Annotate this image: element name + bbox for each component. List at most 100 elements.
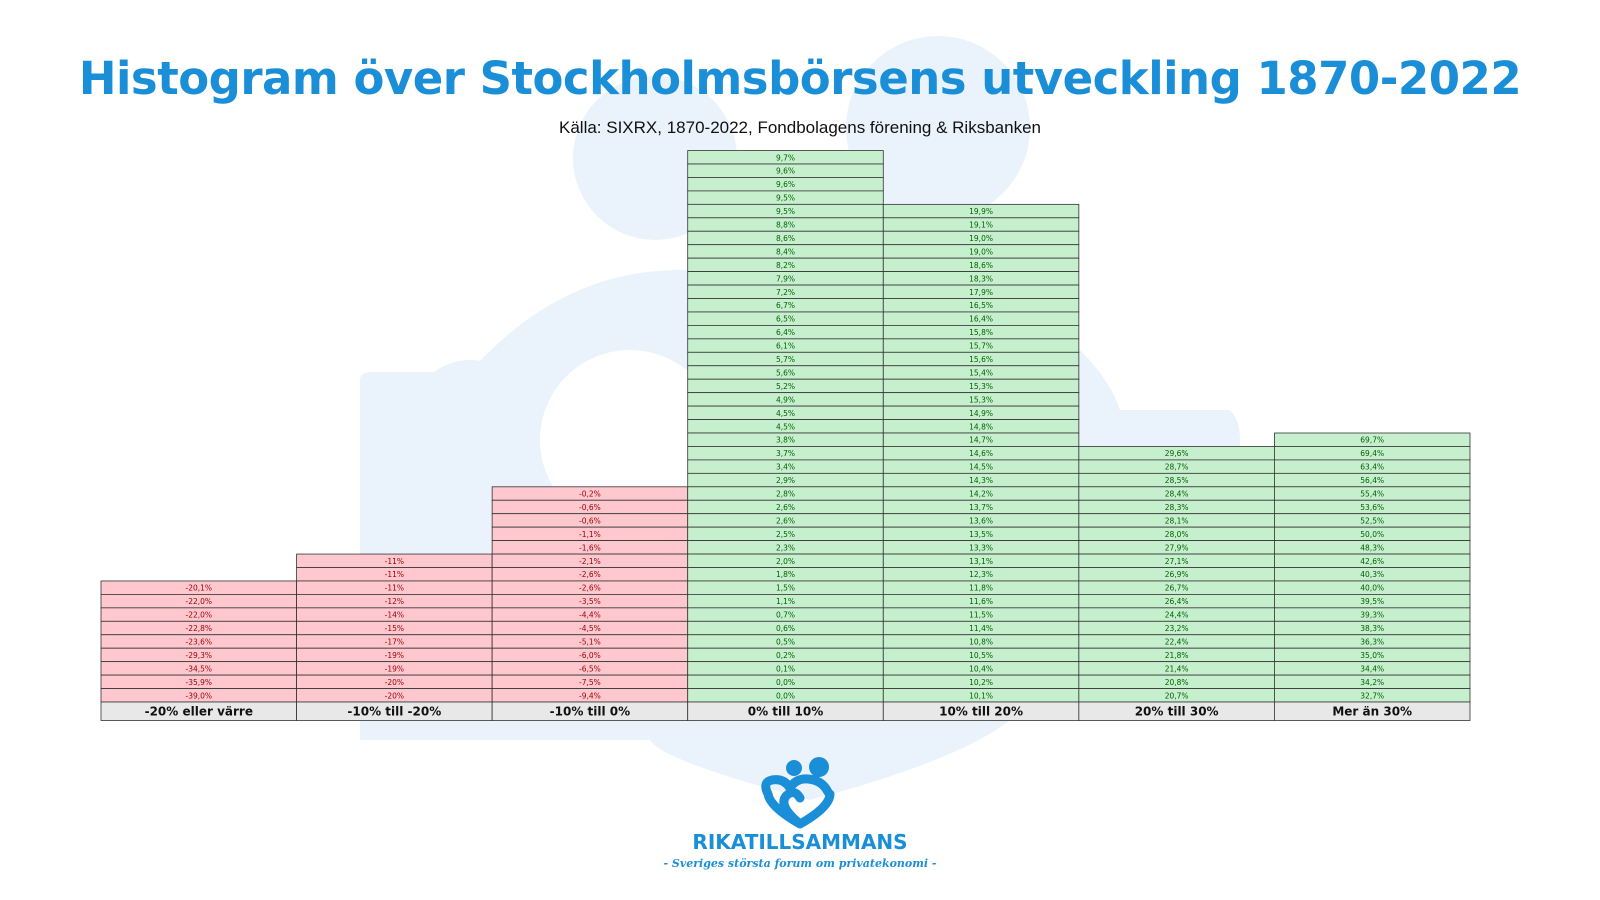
cell-value-label: 1,1% bbox=[776, 597, 795, 606]
cell-value-label: -0,6% bbox=[579, 516, 601, 525]
cell-value-label: 0,6% bbox=[776, 624, 795, 633]
cell-value-label: -22,0% bbox=[186, 611, 213, 620]
cell-value-label: 55,4% bbox=[1360, 490, 1384, 499]
category-header-cell bbox=[1274, 701, 1471, 721]
cell-value-label: 10,1% bbox=[969, 691, 993, 700]
cell-value-label: 39,3% bbox=[1360, 611, 1384, 620]
cell-value-label: -3,5% bbox=[579, 597, 601, 606]
brand-tagline: - Sveriges största forum om privatekonom… bbox=[663, 857, 937, 870]
cell-value-label: 8,2% bbox=[776, 261, 795, 270]
cell-value-label: -7,5% bbox=[579, 678, 601, 687]
cell-value-label: 24,4% bbox=[1165, 611, 1189, 620]
cell-value-label: 0,7% bbox=[776, 611, 795, 620]
cell-value-label: -1,6% bbox=[579, 543, 601, 552]
cell-value-label: 0,2% bbox=[776, 651, 795, 660]
cell-value-label: 50,0% bbox=[1360, 530, 1384, 539]
cell-value-label: 14,7% bbox=[969, 436, 993, 445]
cell-value-label: 19,0% bbox=[969, 234, 993, 243]
cell-value-label: -11% bbox=[385, 584, 404, 593]
cell-value-label: 3,8% bbox=[776, 436, 795, 445]
cell-value-label: 5,2% bbox=[776, 382, 795, 391]
cell-value-label: 3,7% bbox=[776, 449, 795, 458]
cell-value-label: 36,3% bbox=[1360, 637, 1384, 646]
cell-value-label: 14,6% bbox=[969, 449, 993, 458]
cell-value-label: 8,6% bbox=[776, 234, 795, 243]
cell-value-label: -0,6% bbox=[579, 503, 601, 512]
cell-value-label: 4,5% bbox=[776, 422, 795, 431]
cell-value-label: -20% bbox=[385, 678, 404, 687]
cell-value-label: 28,5% bbox=[1165, 476, 1189, 485]
cell-value-label: 2,6% bbox=[776, 516, 795, 525]
cell-value-label: -12% bbox=[385, 597, 404, 606]
cell-value-label: 52,5% bbox=[1360, 516, 1384, 525]
page-title: Histogram över Stockholmsbörsens utveckl… bbox=[78, 52, 1522, 105]
cell-value-label: 15,8% bbox=[969, 328, 993, 337]
cell-value-label: 53,6% bbox=[1360, 503, 1384, 512]
cell-value-label: -23,6% bbox=[186, 637, 213, 646]
cell-value-label: 28,1% bbox=[1165, 516, 1189, 525]
brand-logo bbox=[761, 757, 835, 829]
cell-value-label: 9,6% bbox=[776, 180, 795, 189]
cell-value-label: 39,5% bbox=[1360, 597, 1384, 606]
cell-value-label: 48,3% bbox=[1360, 543, 1384, 552]
category-label: -20% eller värre bbox=[145, 705, 253, 719]
cell-value-label: 11,8% bbox=[969, 584, 993, 593]
cell-value-label: 69,4% bbox=[1360, 449, 1384, 458]
cell-value-label: 11,4% bbox=[969, 624, 993, 633]
cell-value-label: 2,5% bbox=[776, 530, 795, 539]
cell-value-label: 5,6% bbox=[776, 368, 795, 377]
cell-value-label: -2,6% bbox=[579, 584, 601, 593]
cell-value-label: 17,9% bbox=[969, 288, 993, 297]
cell-value-label: -19% bbox=[385, 664, 404, 673]
category-label: 10% till 20% bbox=[939, 705, 1023, 719]
cell-value-label: -20% bbox=[385, 691, 404, 700]
cell-value-label: -35,9% bbox=[186, 678, 213, 687]
cell-value-label: 15,3% bbox=[969, 382, 993, 391]
category-label: 20% till 30% bbox=[1135, 705, 1219, 719]
cell-value-label: -11% bbox=[385, 557, 404, 566]
cell-value-label: 15,7% bbox=[969, 342, 993, 351]
cell-value-label: 19,0% bbox=[969, 247, 993, 256]
cell-value-label: 1,5% bbox=[776, 584, 795, 593]
cell-value-label: 18,3% bbox=[969, 274, 993, 283]
cell-value-label: 21,8% bbox=[1165, 651, 1189, 660]
cell-value-label: 20,7% bbox=[1165, 691, 1189, 700]
cell-value-label: 28,4% bbox=[1165, 490, 1189, 499]
cell-value-label: -1,1% bbox=[579, 530, 601, 539]
cell-value-label: 14,2% bbox=[969, 490, 993, 499]
cell-value-label: -20,1% bbox=[186, 584, 213, 593]
category-label: 0% till 10% bbox=[748, 705, 824, 719]
cell-value-label: -0,2% bbox=[579, 490, 601, 499]
cell-value-label: 35,0% bbox=[1360, 651, 1384, 660]
cell-value-label: 26,9% bbox=[1165, 570, 1189, 579]
cell-value-label: 9,5% bbox=[776, 194, 795, 203]
cell-value-label: 10,5% bbox=[969, 651, 993, 660]
category-label: Mer än 30% bbox=[1332, 705, 1412, 719]
cell-value-label: 34,4% bbox=[1360, 664, 1384, 673]
cell-value-label: 11,5% bbox=[969, 611, 993, 620]
cell-value-label: 18,6% bbox=[969, 261, 993, 270]
cell-value-label: 2,0% bbox=[776, 557, 795, 566]
cell-value-label: 5,7% bbox=[776, 355, 795, 364]
cell-value-label: 0,0% bbox=[776, 691, 795, 700]
cell-value-label: -29,3% bbox=[186, 651, 213, 660]
cell-value-label: 14,5% bbox=[969, 463, 993, 472]
cell-value-label: -2,1% bbox=[579, 557, 601, 566]
cell-value-label: 0,5% bbox=[776, 637, 795, 646]
cell-value-label: -15% bbox=[385, 624, 404, 633]
cell-value-label: 2,8% bbox=[776, 490, 795, 499]
cell-value-label: 19,9% bbox=[969, 207, 993, 216]
cell-value-label: -14% bbox=[385, 611, 404, 620]
cell-value-label: 69,7% bbox=[1360, 436, 1384, 445]
cell-value-label: 2,6% bbox=[776, 503, 795, 512]
cell-value-label: 4,9% bbox=[776, 395, 795, 404]
cell-value-label: 8,8% bbox=[776, 221, 795, 230]
cell-value-label: 28,3% bbox=[1165, 503, 1189, 512]
page-subtitle: Källa: SIXRX, 1870-2022, Fondbolagens fö… bbox=[559, 118, 1041, 137]
cell-value-label: 26,4% bbox=[1165, 597, 1189, 606]
cell-value-label: 13,3% bbox=[969, 543, 993, 552]
cell-value-label: 14,9% bbox=[969, 409, 993, 418]
cell-value-label: 63,4% bbox=[1360, 463, 1384, 472]
cell-value-label: 0,1% bbox=[776, 664, 795, 673]
cell-value-label: -4,5% bbox=[579, 624, 601, 633]
